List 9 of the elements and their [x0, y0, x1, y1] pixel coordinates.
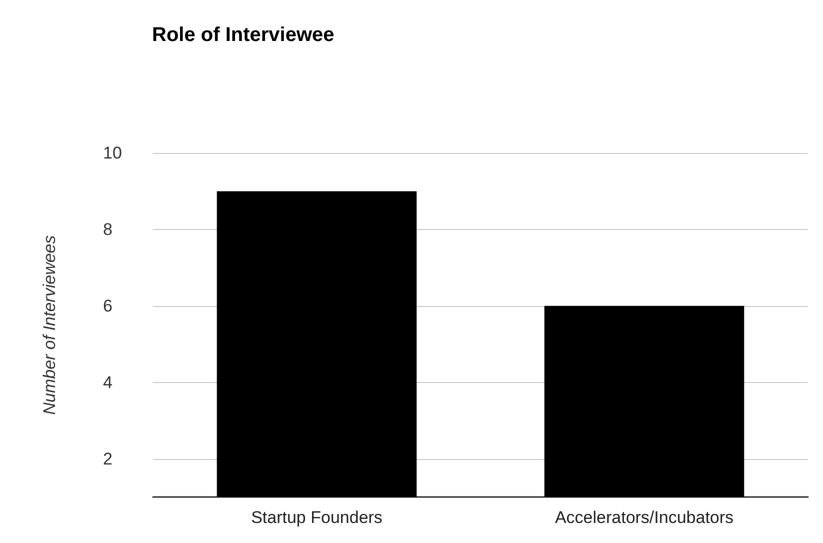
x-tick-label: Startup Founders [251, 508, 382, 527]
y-tick-label: 10 [103, 144, 122, 162]
chart-title: Role of Interviewee [152, 24, 334, 46]
y-tick-label: 6 [103, 296, 112, 316]
y-axis-title: Number of Interviewees [40, 234, 59, 415]
y-tick-label: 8 [103, 220, 112, 239]
x-tick-label: Accelerators/Incubators [554, 508, 734, 527]
y-tick-label: 4 [103, 372, 112, 392]
y-tick-label: 2 [103, 449, 112, 468]
